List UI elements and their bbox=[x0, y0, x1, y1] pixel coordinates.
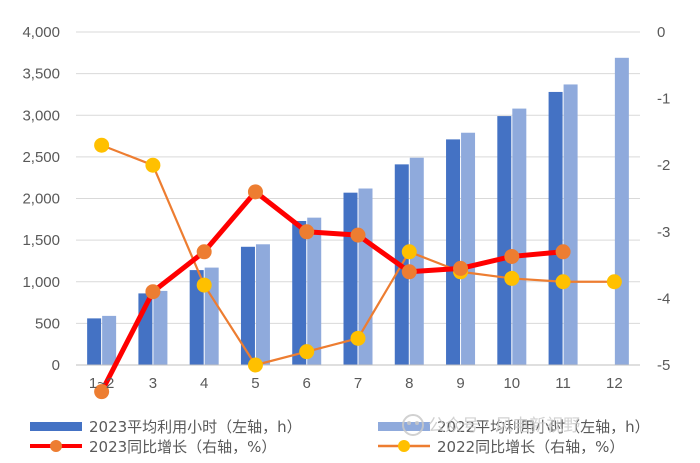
line-marker-2022 bbox=[247, 357, 263, 373]
bar-2022 bbox=[255, 244, 270, 365]
x-tick-label: 10 bbox=[503, 375, 520, 392]
x-tick-label: 7 bbox=[354, 375, 362, 392]
bar-2022 bbox=[512, 108, 527, 365]
left-tick-label: 3,000 bbox=[22, 107, 60, 124]
line-series bbox=[94, 137, 622, 400]
bar-2022 bbox=[307, 217, 322, 365]
line-marker-2022 bbox=[145, 157, 161, 173]
bar-2022 bbox=[563, 84, 578, 365]
line-2023 bbox=[99, 189, 564, 393]
left-tick-label: 2,000 bbox=[22, 191, 60, 208]
left-tick-label: 4,000 bbox=[22, 24, 60, 41]
line-marker-2022 bbox=[401, 244, 417, 260]
watermark: 公众号 · 风电新视野 bbox=[402, 414, 580, 436]
bar-2022 bbox=[102, 315, 117, 365]
right-tick-label: 0 bbox=[657, 24, 665, 41]
line-marker-2023 bbox=[504, 248, 520, 264]
x-tick-label: 12 bbox=[606, 375, 623, 392]
line-marker-2022 bbox=[606, 274, 622, 290]
bar-2023 bbox=[292, 220, 307, 365]
x-tick-label: 8 bbox=[405, 375, 413, 392]
bar-2022 bbox=[614, 57, 629, 366]
line-marker-2022 bbox=[555, 274, 571, 290]
right-axis-ticks: -5 -4 -3 -2 -1 0 bbox=[657, 24, 670, 374]
bar-2023 bbox=[548, 91, 563, 365]
bar-2023 bbox=[87, 318, 102, 365]
line-marker-2023 bbox=[247, 184, 263, 200]
line-marker-2022 bbox=[504, 270, 520, 286]
legend: 2023平均利用小时（左轴，h） 2022平均利用小时（左轴，h） 2023同比… bbox=[30, 418, 650, 456]
line-marker-2023 bbox=[555, 244, 571, 260]
x-tick-label: 6 bbox=[303, 375, 311, 392]
x-tick-label: 9 bbox=[456, 375, 464, 392]
line-marker-2022 bbox=[196, 277, 212, 293]
x-tick-label: 1~2 bbox=[89, 375, 114, 392]
legend-label-2023-line: 2023同比增长（右轴，%） bbox=[89, 438, 276, 456]
bar-2022 bbox=[409, 157, 424, 365]
line-marker-2023 bbox=[94, 384, 110, 400]
left-axis-ticks: 0 500 1,000 1,500 2,000 2,500 3,000 3,500 4,000 bbox=[22, 24, 60, 374]
left-tick-label: 3,500 bbox=[22, 66, 60, 83]
line-marker-2022 bbox=[350, 330, 366, 346]
x-tick-label: 5 bbox=[251, 375, 259, 392]
bars bbox=[87, 57, 629, 366]
legend-marker-2023-line bbox=[50, 440, 62, 452]
bar-2023 bbox=[497, 116, 512, 366]
x-tick-label: 11 bbox=[555, 375, 571, 392]
bar-2023 bbox=[189, 270, 204, 365]
watermark-text: 公众号 · 风电新视野 bbox=[428, 416, 580, 436]
bar-2023 bbox=[446, 139, 461, 365]
left-tick-label: 0 bbox=[52, 357, 60, 374]
line-marker-2023 bbox=[299, 224, 315, 240]
bar-2022 bbox=[461, 132, 476, 365]
line-marker-2022 bbox=[94, 137, 110, 153]
bar-2022 bbox=[153, 290, 168, 365]
legend-swatch-2023-bar bbox=[30, 422, 82, 431]
x-tick-label: 4 bbox=[200, 375, 208, 392]
legend-marker-2022-line bbox=[398, 440, 410, 452]
line-marker-2023 bbox=[453, 260, 469, 276]
right-tick-label: -3 bbox=[657, 224, 670, 241]
bar-2023 bbox=[240, 246, 255, 365]
line-marker-2023 bbox=[401, 264, 417, 280]
legend-label-2022-bar: 2022平均利用小时（左轴，h） bbox=[437, 418, 650, 436]
left-tick-label: 2,500 bbox=[22, 149, 60, 166]
x-axis-ticks: 1~2 3 4 5 6 7 8 9 10 11 12 bbox=[89, 375, 623, 392]
line-marker-2023 bbox=[145, 284, 161, 300]
watermark-logo-icon bbox=[402, 414, 424, 436]
line-marker-2023 bbox=[350, 227, 366, 243]
right-tick-label: -2 bbox=[657, 157, 670, 174]
line-marker-2023 bbox=[196, 244, 212, 260]
right-tick-label: -1 bbox=[657, 91, 670, 108]
left-tick-label: 500 bbox=[35, 315, 60, 332]
legend-label-2023-bar: 2023平均利用小时（左轴，h） bbox=[89, 418, 302, 436]
left-tick-label: 1,000 bbox=[22, 274, 60, 291]
legend-label-2022-line: 2022同比增长（右轴，%） bbox=[437, 438, 624, 456]
left-tick-label: 1,500 bbox=[22, 232, 60, 249]
right-tick-label: -4 bbox=[657, 290, 670, 307]
line-marker-2022 bbox=[299, 344, 315, 360]
right-tick-label: -5 bbox=[657, 357, 670, 374]
x-tick-label: 3 bbox=[149, 375, 157, 392]
